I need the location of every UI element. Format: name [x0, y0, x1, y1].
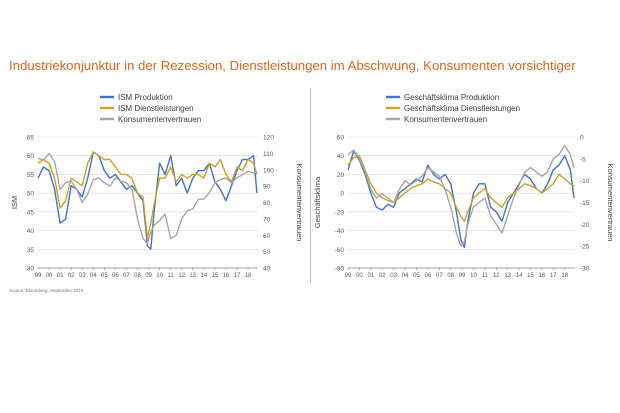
y2-tick-label: 110 — [263, 151, 274, 158]
y-axis-label: ISM — [10, 196, 19, 209]
x-tick-label: 16 — [539, 273, 546, 279]
series-line — [37, 151, 258, 239]
x-tick-label: 09 — [459, 273, 466, 279]
series-line — [347, 154, 575, 222]
y2-tick-label: 80 — [263, 200, 271, 207]
x-tick-label: 18 — [561, 273, 568, 279]
y-tick-label: 55 — [27, 172, 35, 179]
y-tick-label: 35 — [27, 247, 35, 254]
x-tick-label: 10 — [156, 273, 163, 279]
y2-tick-label: -5 — [580, 156, 586, 163]
y-tick-label: -20 — [335, 209, 345, 216]
y-tick-label: -80 — [335, 266, 345, 273]
y-tick-label: 30 — [27, 266, 35, 273]
x-tick-label: 16 — [223, 273, 230, 279]
x-tick-label: 04 — [90, 273, 97, 279]
y-tick-label: 20 — [337, 172, 345, 179]
x-tick-label: 04 — [402, 273, 409, 279]
y-tick-label: 50 — [27, 191, 35, 198]
legend-label: Konsumentenvertrauen — [404, 115, 487, 124]
y-tick-label: 40 — [337, 153, 345, 160]
x-tick-label: 00 — [46, 273, 53, 279]
x-tick-label: 07 — [436, 273, 443, 279]
x-tick-label: 11 — [168, 273, 175, 279]
x-tick-label: 12 — [178, 273, 185, 279]
x-tick-label: 99 — [35, 273, 42, 279]
source-note: Source: Bloomberg, September 2019 — [9, 288, 84, 293]
x-tick-label: 01 — [57, 273, 64, 279]
x-tick-label: 12 — [493, 273, 500, 279]
x-tick-label: 13 — [504, 273, 511, 279]
x-tick-label: 03 — [390, 273, 397, 279]
y2-tick-label: 50 — [263, 249, 271, 256]
y2-axis-label: Konsumentenvertrauen — [606, 164, 615, 242]
series-line — [347, 144, 575, 247]
x-tick-label: 05 — [413, 273, 420, 279]
y-tick-label: 60 — [27, 153, 35, 160]
x-tick-label: 02 — [379, 273, 386, 279]
y2-tick-label: 0 — [580, 135, 584, 142]
y-tick-label: 45 — [27, 209, 35, 216]
x-tick-label: 07 — [123, 273, 130, 279]
y2-tick-label: -30 — [580, 266, 590, 273]
y2-tick-label: 40 — [263, 266, 271, 273]
x-tick-label: 02 — [68, 273, 75, 279]
x-tick-label: 17 — [234, 273, 241, 279]
x-tick-label: 00 — [356, 273, 363, 279]
y2-tick-label: -20 — [580, 222, 590, 229]
y-tick-label: 40 — [27, 228, 35, 235]
x-tick-label: 09 — [145, 273, 152, 279]
x-tick-label: 11 — [482, 273, 489, 279]
legend-label: ISM Produktion — [118, 93, 173, 102]
y-tick-label: -40 — [335, 228, 345, 235]
y-tick-label: -60 — [335, 247, 345, 254]
x-tick-label: 05 — [101, 273, 108, 279]
y2-tick-label: 60 — [263, 233, 271, 240]
x-tick-label: 08 — [134, 273, 141, 279]
legend-label: Geschäftsklima Dienstleistungen — [404, 104, 520, 113]
y2-tick-label: -10 — [580, 178, 590, 185]
x-tick-label: 01 — [367, 273, 374, 279]
chart-divider — [310, 88, 311, 283]
x-tick-label: 13 — [189, 273, 196, 279]
y2-tick-label: -15 — [580, 200, 590, 207]
y-tick-label: 65 — [27, 135, 35, 142]
y2-tick-label: 90 — [263, 184, 271, 191]
x-tick-label: 15 — [212, 273, 219, 279]
y2-tick-label: 100 — [263, 167, 274, 174]
y2-tick-label: 70 — [263, 216, 271, 223]
legend-label: Geschäftsklima Produktion — [404, 93, 499, 102]
series-line — [37, 152, 258, 245]
x-tick-label: 17 — [550, 273, 557, 279]
y2-axis-label: Konsumentenvertrauen — [295, 164, 304, 242]
x-tick-label: 99 — [345, 273, 352, 279]
legend-label: ISM Dienstleistungen — [118, 104, 194, 113]
y2-tick-label: 120 — [263, 135, 274, 142]
page-title: Industriekonjunktur in der Rezession, Di… — [9, 58, 576, 73]
y-tick-label: 60 — [337, 135, 345, 142]
x-tick-label: 15 — [527, 273, 534, 279]
x-tick-label: 10 — [470, 273, 477, 279]
x-tick-label: 18 — [245, 273, 252, 279]
y-tick-label: 0 — [340, 191, 344, 198]
x-tick-label: 14 — [200, 273, 207, 279]
x-tick-label: 06 — [425, 273, 432, 279]
legend-label: Konsumentenvertrauen — [118, 115, 201, 124]
x-tick-label: 03 — [79, 273, 86, 279]
x-tick-label: 14 — [516, 273, 523, 279]
series-line — [347, 150, 575, 249]
x-tick-label: 06 — [112, 273, 119, 279]
x-tick-label: 08 — [447, 273, 454, 279]
y2-tick-label: -25 — [580, 244, 590, 251]
y-axis-label: Geschäftsklima — [313, 176, 322, 228]
